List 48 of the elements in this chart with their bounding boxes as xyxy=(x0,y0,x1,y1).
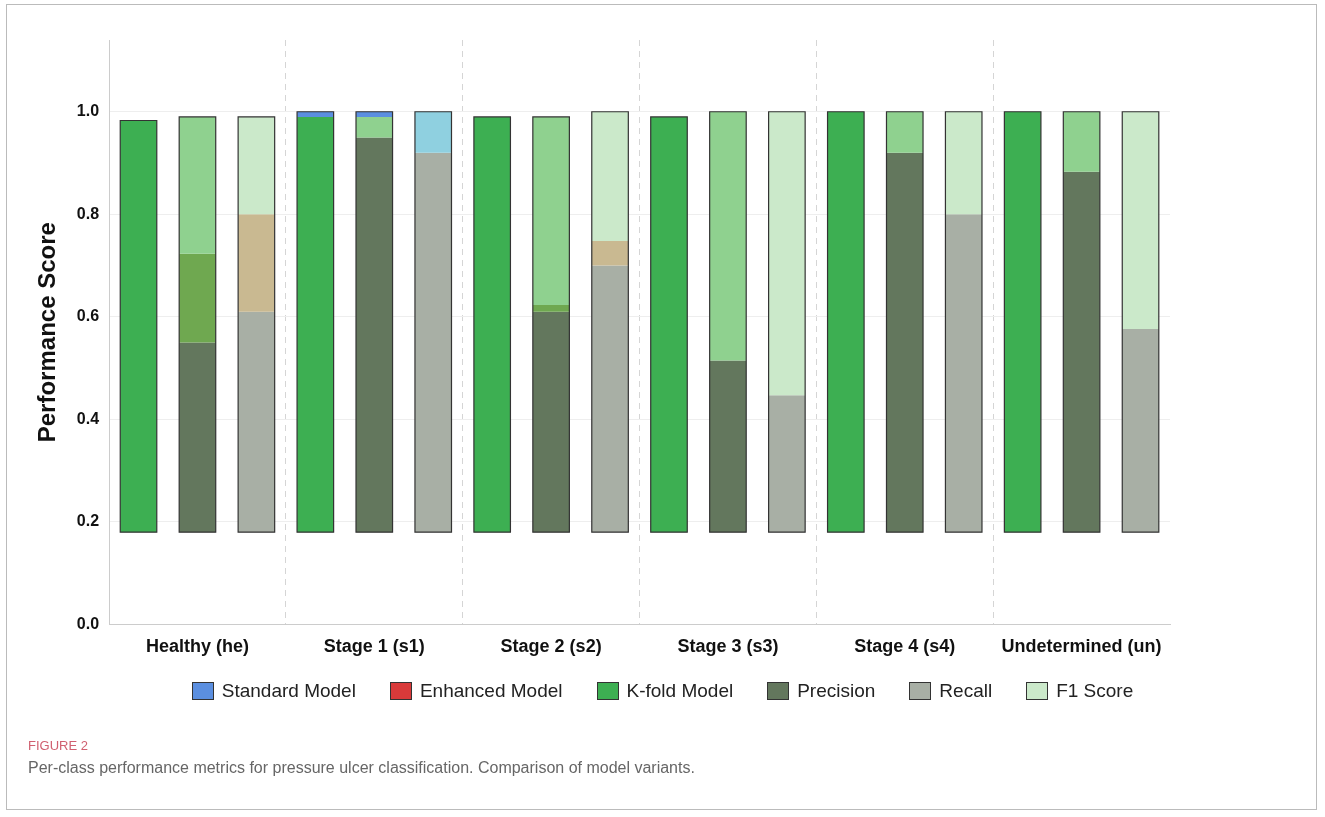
bar xyxy=(356,116,393,138)
bar xyxy=(356,111,393,117)
y-tick-label: 1.0 xyxy=(76,102,100,120)
legend-label: Standard Model xyxy=(221,680,356,702)
bar xyxy=(238,311,275,533)
x-tick-label: Healthy (he) xyxy=(145,636,249,657)
x-tick-label: Stage 1 (s1) xyxy=(323,636,425,657)
bar xyxy=(238,214,275,312)
x-tick-label: Stage 2 (s2) xyxy=(500,636,602,657)
bar xyxy=(179,342,216,533)
y-tick-label: 0.8 xyxy=(76,204,100,222)
x-tick-label: Undetermined (un) xyxy=(1001,636,1162,657)
bar xyxy=(1063,111,1100,172)
bar xyxy=(768,111,806,396)
bar xyxy=(1122,329,1159,533)
legend-label: Recall xyxy=(939,680,993,702)
legend-label: F1 Score xyxy=(1056,680,1134,702)
bar xyxy=(709,360,747,533)
bar xyxy=(591,265,629,533)
bar xyxy=(886,111,924,153)
bar xyxy=(179,253,216,343)
text: Per-class performance metrics for pressure ulcer classification. Comparison of model variants. xyxy=(28,759,695,777)
bar xyxy=(591,111,629,241)
x-tick-label: Stage 4 (s4) xyxy=(854,636,956,657)
caption: FIGURE 2 xyxy=(28,738,89,753)
y-tick-label: 0.4 xyxy=(76,409,100,427)
bar xyxy=(179,116,216,254)
legend-label: Precision xyxy=(797,680,876,702)
bar xyxy=(297,111,334,117)
bar xyxy=(1063,171,1100,533)
bar xyxy=(591,240,629,266)
bar xyxy=(768,395,806,533)
y-tick-label: 0.6 xyxy=(76,307,100,325)
bar xyxy=(532,311,570,533)
bar xyxy=(414,111,452,153)
bar xyxy=(945,111,982,215)
bar xyxy=(1122,111,1159,330)
y-tick-label: 0.0 xyxy=(76,614,100,632)
legend-label: K-fold Model xyxy=(626,680,734,702)
y-tick-label: 0.2 xyxy=(76,512,100,530)
bar xyxy=(532,116,570,306)
legend-label: Enhanced Model xyxy=(419,680,563,702)
y-axis-title: Performance Score xyxy=(33,222,61,443)
bar xyxy=(709,111,747,361)
bar xyxy=(945,214,982,533)
x-tick-label: Stage 3 (s3) xyxy=(677,636,779,657)
bar xyxy=(238,116,275,215)
bar xyxy=(532,305,570,312)
